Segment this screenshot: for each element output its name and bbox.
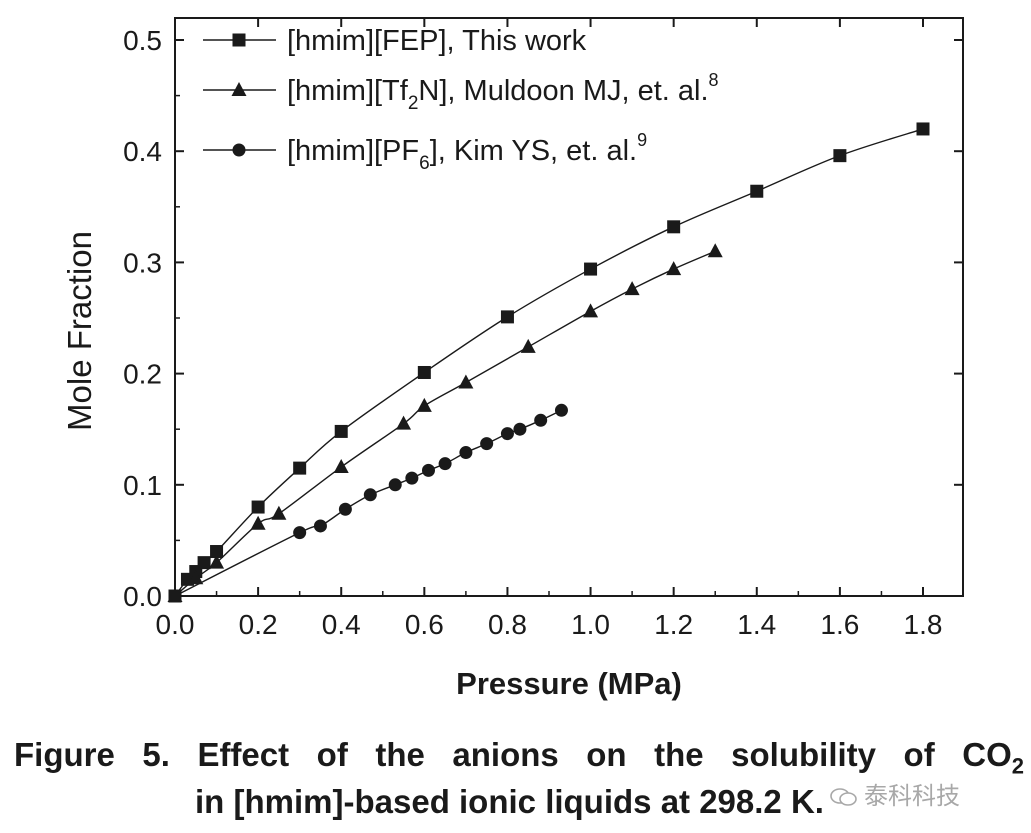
legend: [hmim][FEP], This work [hmim][Tf2N], Muld…: [203, 25, 719, 174]
series-line-2: [174, 250, 716, 597]
series-1-point: [293, 461, 307, 475]
y-tick-label: 0.2: [123, 359, 162, 390]
series-2-point: [624, 281, 640, 296]
series-1-point: [916, 122, 930, 136]
series-1-point: [251, 500, 265, 514]
legend-entry-3: [hmim][PF6], Kim YS, et. al.9: [287, 130, 647, 174]
figure-caption-line-2: in [hmim]-based ionic liquids at 298.2 K…: [195, 783, 824, 820]
x-tick-label: 1.6: [820, 609, 859, 640]
series-3-point: [534, 413, 548, 427]
x-tick-label: 0.2: [239, 609, 278, 640]
series-1-point: [210, 545, 224, 559]
legend-entry-1: [hmim][FEP], This work: [287, 25, 587, 57]
caption-subscript: 2: [1011, 753, 1024, 779]
chart: 0.0 0.2 0.4 0.6 0.8 1.0 1.2 1.4 1.6 1.8 0.0 0.1 0.2 0…: [61, 17, 964, 701]
x-tick-label: 1.2: [654, 609, 693, 640]
series-1-point: [833, 149, 847, 163]
series-1-point: [667, 220, 681, 234]
y-tick-label: 0.3: [123, 247, 162, 278]
plot-frame: [174, 17, 964, 597]
x-tick-label: 0.6: [405, 609, 444, 640]
legend-entry-2: [hmim][Tf2N], Muldoon MJ, et. al.8: [287, 70, 719, 114]
y-axis-title: Mole Fraction: [61, 231, 98, 431]
series-2-point: [333, 459, 349, 474]
axis-ticks: 0.0 0.2 0.4 0.6 0.8 1.0 1.2 1.4 1.6 1.8 0.0 0.1 0.2 0…: [123, 18, 963, 640]
y-tick-label: 0.0: [123, 581, 162, 612]
series-3-point: [421, 463, 435, 477]
series-1-point: [334, 424, 348, 438]
series-line-1: [174, 128, 924, 597]
series-2-point: [396, 415, 412, 430]
series-3-point: [338, 502, 352, 516]
series-3-point: [438, 457, 452, 471]
series-1-point: [417, 365, 431, 379]
series-3-point: [459, 446, 473, 460]
series-3-point: [405, 471, 419, 485]
series-3-point: [500, 427, 514, 441]
series-markers: [167, 122, 930, 603]
series-2-point: [666, 261, 682, 276]
series-3-point: [554, 403, 568, 417]
watermark-text: 泰科科技: [864, 782, 960, 810]
legend-marker: [231, 82, 247, 96]
x-tick-label: 0.0: [156, 609, 195, 640]
series-3-point: [168, 589, 182, 603]
series-2-point: [271, 505, 287, 520]
x-tick-label: 1.4: [737, 609, 776, 640]
x-tick-label: 1.8: [904, 609, 943, 640]
series-1-point: [500, 310, 514, 324]
series-2-point: [416, 397, 432, 412]
y-tick-label: 0.4: [123, 136, 162, 167]
series-2-point: [209, 554, 225, 569]
series-3-point: [480, 437, 494, 451]
y-tick-label: 0.1: [123, 470, 162, 501]
figure-caption-line-1: Figure 5. Effect of the anions on the so…: [14, 736, 1024, 780]
series-2-point: [188, 570, 204, 585]
series-1-point: [584, 262, 598, 276]
series-3-point: [513, 422, 527, 436]
series-2-point: [250, 515, 266, 530]
x-axis-title: Pressure (MPa): [456, 666, 682, 701]
x-tick-label: 1.0: [571, 609, 610, 640]
caption-text: Figure 5. Effect of the anions on the so…: [14, 736, 1012, 773]
watermark: 泰科科技: [830, 776, 960, 811]
series-lines: [174, 128, 924, 597]
wechat-icon: [830, 788, 857, 806]
x-tick-label: 0.8: [488, 609, 527, 640]
series-3-point: [388, 478, 402, 492]
x-tick-label: 0.4: [322, 609, 361, 640]
legend-marker: [232, 33, 246, 47]
series-2-point: [583, 303, 599, 318]
series-3-point: [363, 488, 377, 502]
legend-marker: [232, 143, 246, 157]
series-1-point: [750, 184, 764, 198]
series-1-point: [197, 556, 211, 570]
series-3-point: [293, 526, 307, 540]
series-3-point: [313, 519, 327, 533]
series-2-point: [458, 374, 474, 389]
y-tick-label: 0.5: [123, 25, 162, 56]
series-2-point: [520, 338, 536, 353]
series-2-point: [707, 243, 723, 258]
